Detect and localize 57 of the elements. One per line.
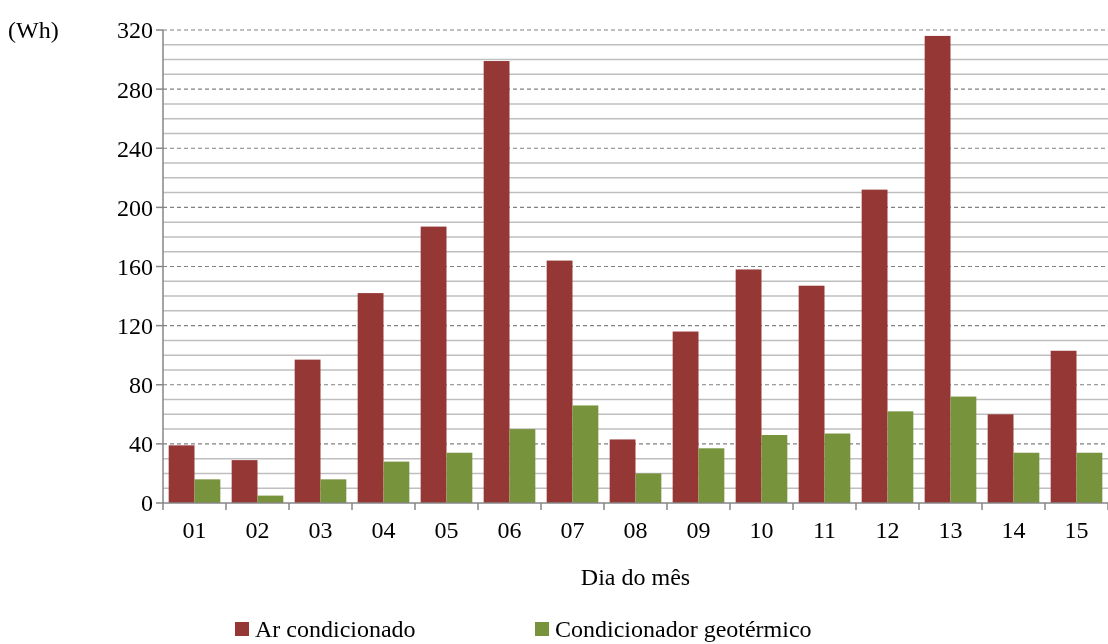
y-tick-label: 280: [117, 76, 153, 103]
bar: [1076, 452, 1103, 503]
x-tick-label: 11: [812, 517, 837, 543]
y-tick-label: 200: [117, 194, 153, 221]
bar: [509, 429, 536, 503]
y-tick-label: 240: [117, 135, 153, 162]
y-tick-label: 0: [141, 490, 153, 517]
bar: [887, 411, 914, 503]
x-tick-label: 09: [686, 517, 711, 543]
bar: [383, 461, 410, 503]
bar: [294, 359, 321, 503]
x-tick-label: 10: [749, 517, 774, 543]
bar: [698, 448, 725, 503]
bar: [194, 479, 221, 503]
bar: [798, 285, 825, 503]
legend-label: Condicionador geotérmico: [555, 616, 812, 643]
x-tick-label: 03: [308, 517, 333, 543]
x-tick-label: 08: [623, 517, 648, 543]
x-tick-label: 07: [560, 517, 585, 543]
x-tick-label: 14: [1001, 517, 1026, 543]
bar: [735, 269, 762, 503]
bar: [420, 226, 447, 503]
bar: [861, 189, 888, 503]
x-tick-label: 04: [371, 517, 396, 543]
bar: [635, 473, 662, 503]
bar: [357, 293, 384, 503]
x-tick-label: 05: [434, 517, 459, 543]
bar: [1050, 350, 1077, 503]
y-tick-label: 160: [117, 253, 153, 280]
bar: [761, 435, 788, 503]
bar: [1013, 452, 1040, 503]
x-tick-label: 01: [182, 517, 207, 543]
y-tick-label: 320: [117, 17, 153, 44]
legend-label: Ar condicionado: [255, 616, 416, 643]
bar: [168, 445, 195, 503]
x-tick-label: 13: [938, 517, 963, 543]
y-tick-label: 80: [129, 372, 153, 399]
bar: [987, 414, 1014, 503]
y-axis-title: (Wh): [8, 17, 59, 44]
bar: [672, 331, 699, 503]
bar: [609, 439, 636, 503]
bar: [546, 260, 573, 503]
x-tick-label: 02: [245, 517, 270, 543]
x-tick-label: 15: [1064, 517, 1089, 543]
y-tick-label: 120: [117, 313, 153, 340]
x-tick-label: 06: [497, 517, 522, 543]
x-tick-label: 12: [875, 517, 900, 543]
x-axis-title: Dia do mês: [580, 564, 691, 590]
bar: [231, 460, 258, 503]
bar: [824, 433, 851, 503]
bar: [950, 396, 977, 503]
bar: [572, 405, 599, 503]
bar: [320, 479, 347, 503]
y-tick-label: 40: [129, 431, 153, 458]
bar: [446, 452, 473, 503]
bar: [924, 35, 951, 503]
bar: [483, 61, 510, 503]
